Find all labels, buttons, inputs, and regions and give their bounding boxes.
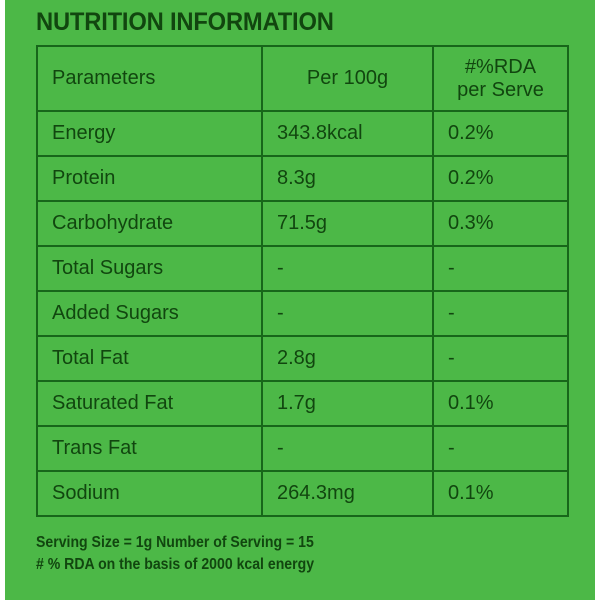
table-row: Total Sugars - - [36,245,569,292]
cell-rda-per-serve: 0.2% [432,110,569,157]
cell-per-100g: - [261,425,434,472]
cell-rda-per-serve: 0.2% [432,155,569,202]
table-row: Trans Fat - - [36,425,569,472]
table-row: Saturated Fat 1.7g 0.1% [36,380,569,427]
column-header-rda-line1: #%RDA [464,56,537,79]
cell-per-100g: 71.5g [261,200,434,247]
cell-per-100g: - [261,290,434,337]
cell-parameter: Trans Fat [36,425,263,472]
table-row: Sodium 264.3mg 0.1% [36,470,569,517]
cell-rda-per-serve: 0.1% [432,470,569,517]
table-row: Added Sugars - - [36,290,569,337]
nutrition-facts-table: Parameters Per 100g #%RDA per Serve Ener… [36,45,569,517]
cell-rda-per-serve: - [432,245,569,292]
nutrition-information-panel: NUTRITION INFORMATION Parameters Per 100… [5,0,595,600]
cell-rda-per-serve: - [432,290,569,337]
cell-rda-per-serve: 0.3% [432,200,569,247]
cell-parameter: Total Fat [36,335,263,382]
table-header-row: Parameters Per 100g #%RDA per Serve [36,45,569,112]
cell-per-100g: 8.3g [261,155,434,202]
cell-parameter: Carbohydrate [36,200,263,247]
table-row: Carbohydrate 71.5g 0.3% [36,200,569,247]
footnote-rda-basis: # % RDA on the basis of 2000 kcal energy [36,556,315,574]
cell-per-100g: 264.3mg [261,470,434,517]
cell-parameter: Added Sugars [36,290,263,337]
cell-parameter: Saturated Fat [36,380,263,427]
cell-parameter: Energy [36,110,263,157]
page-title: NUTRITION INFORMATION [36,8,334,36]
cell-rda-per-serve: - [432,425,569,472]
column-header-rda-line2: per Serve [457,78,544,101]
table-row: Protein 8.3g 0.2% [36,155,569,202]
cell-parameter: Sodium [36,470,263,517]
cell-parameter: Protein [36,155,263,202]
table-row: Total Fat 2.8g - [36,335,569,382]
footnote-serving-size: Serving Size = 1g Number of Serving = 15 [36,534,314,551]
column-header-per-100g: Per 100g [261,45,434,112]
cell-per-100g: 343.8kcal [261,110,434,157]
cell-parameter: Total Sugars [36,245,263,292]
cell-per-100g: 1.7g [261,380,434,427]
column-header-rda-per-serve: #%RDA per Serve [432,45,569,112]
cell-per-100g: 2.8g [261,335,434,382]
footnotes: Serving Size = 1g Number of Serving = 15… [36,532,314,576]
table-row: Energy 343.8kcal 0.2% [36,110,569,157]
column-header-parameters: Parameters [36,45,263,112]
cell-rda-per-serve: - [432,335,569,382]
cell-rda-per-serve: 0.1% [432,380,569,427]
cell-per-100g: - [261,245,434,292]
